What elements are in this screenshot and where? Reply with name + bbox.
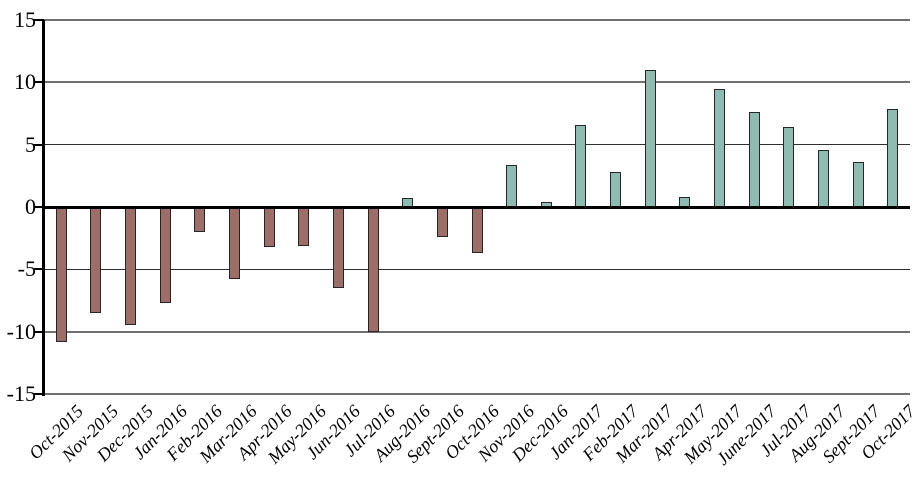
y-axis-tick-15 — [34, 19, 44, 21]
bar-mar-2016 — [229, 207, 241, 280]
gridline-y-5 — [44, 144, 910, 146]
zero-gridline — [44, 205, 910, 209]
y-tick-label-15: 15 — [14, 7, 36, 32]
bar-feb-2016 — [194, 207, 206, 232]
bar-aug-2017 — [817, 149, 829, 207]
bar-may-2017 — [713, 88, 725, 207]
bar-nov-2016 — [506, 164, 518, 207]
bar-jul-2017 — [783, 127, 795, 207]
y-axis-tick--15 — [34, 393, 44, 395]
y-axis-line — [42, 20, 45, 396]
y-axis-tick-5 — [34, 143, 44, 146]
gridline-y--10 — [44, 330, 910, 333]
y-axis-tick-10 — [34, 81, 44, 84]
gridline-y--5 — [44, 268, 910, 270]
bar-oct-2017 — [887, 108, 899, 207]
y-tick-label--10: -10 — [6, 318, 36, 344]
bar-jun-2016 — [332, 207, 344, 289]
bar-jul-2016 — [367, 207, 379, 332]
y-axis-tick-0 — [34, 206, 44, 208]
bar-feb-2017 — [610, 172, 622, 207]
bar-jan-2017 — [575, 124, 587, 207]
gridline-y-10 — [44, 81, 910, 84]
bar-june-2017 — [748, 112, 760, 207]
gridline-y-15 — [44, 19, 910, 21]
bar-may-2016 — [298, 207, 310, 246]
y-tick-label-0: 0 — [25, 194, 36, 219]
bar-oct-2015 — [55, 207, 67, 342]
bar-apr-2016 — [263, 207, 275, 247]
y-axis-tick--10 — [34, 330, 44, 333]
y-tick-label-10: 10 — [14, 69, 36, 95]
bar-mar-2017 — [644, 69, 656, 207]
bar-dec-2015 — [125, 207, 137, 326]
bar-nov-2015 — [90, 207, 102, 313]
bar-sept-2016 — [436, 207, 448, 237]
bar-oct-2016 — [471, 207, 483, 254]
y-tick-label--5: -5 — [17, 256, 36, 282]
gridline-y--15 — [44, 393, 910, 395]
y-tick-label--15: -15 — [6, 381, 36, 406]
bar-sept-2017 — [852, 162, 864, 207]
y-axis-tick--5 — [34, 268, 44, 271]
y-tick-label-5: 5 — [25, 131, 36, 157]
bar-jan-2016 — [159, 207, 171, 303]
